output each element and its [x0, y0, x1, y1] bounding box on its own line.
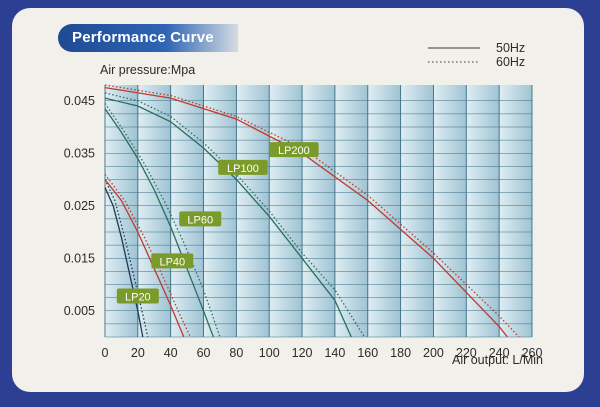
series-labels: LP20 LP40 LP60 LP100 LP200	[116, 142, 319, 304]
plot-background	[105, 85, 532, 337]
series-badge	[269, 142, 319, 158]
legend-label: 60Hz	[496, 55, 525, 69]
plot-stripe	[466, 85, 500, 337]
curve-lp20-dotted	[104, 179, 149, 338]
curve-lp60-solid	[104, 108, 215, 338]
x-tick-label: 20	[131, 346, 145, 360]
y-tick-label: 0.005	[64, 304, 95, 318]
x-axis-label: Air output: L/Min	[452, 353, 543, 367]
x-tick-label: 100	[259, 346, 280, 360]
x-tick-label: 60	[197, 346, 211, 360]
plot-stripe	[367, 85, 401, 337]
plot-stripe	[269, 85, 303, 337]
x-tick-label: 40	[164, 346, 178, 360]
plot-stripe	[203, 85, 237, 337]
plot-stripe	[302, 85, 335, 337]
x-tick-label: 180	[390, 346, 411, 360]
x-tick-label: 80	[229, 346, 243, 360]
series-badge	[218, 159, 268, 175]
series-badge	[116, 288, 159, 304]
series-label: LP100	[227, 163, 259, 175]
plot-stripe	[334, 85, 368, 337]
curve-lp60-dotted	[104, 103, 221, 338]
series-label: LP40	[159, 256, 185, 268]
x-tick-label: 260	[522, 346, 543, 360]
curve-lp40-dotted	[104, 173, 191, 338]
series-label: LP200	[278, 145, 310, 157]
chart-title: Performance Curve	[72, 29, 214, 46]
y-tick-label: 0.025	[64, 199, 95, 213]
plot-stripe	[499, 85, 532, 337]
x-tick-label: 120	[292, 346, 313, 360]
x-tick-label: 140	[324, 346, 345, 360]
title-tab	[58, 24, 238, 52]
x-tick-label: 240	[489, 346, 510, 360]
series-label: LP60	[187, 214, 213, 226]
grid-lines	[104, 85, 533, 338]
y-tick-label: 0.015	[64, 251, 95, 265]
x-tick-label: 160	[357, 346, 378, 360]
y-axis-label: Air pressure:Mpa	[100, 63, 195, 77]
curve-lp200-solid	[104, 86, 508, 338]
x-tick-label: 200	[423, 346, 444, 360]
axes: 0 20 40 60 80 100 120 140 160 180 200 220 240 260 0.04…	[64, 94, 543, 360]
plot-stripe	[400, 85, 434, 337]
series-badge	[151, 253, 194, 269]
legend-label: 50Hz	[496, 41, 525, 55]
y-tick-label: 0.035	[64, 146, 95, 160]
curve-lp200-dotted	[104, 84, 520, 338]
curves	[104, 84, 520, 338]
y-tick-label: 0.045	[64, 94, 95, 108]
curve-lp40-solid	[104, 179, 185, 338]
plot-stripe	[433, 85, 467, 337]
x-tick-label: 0	[102, 346, 109, 360]
x-tick-label: 220	[456, 346, 477, 360]
series-label: LP20	[125, 292, 151, 304]
curve-lp20-solid	[104, 187, 144, 338]
series-badge	[179, 211, 222, 227]
curve-lp100-dotted	[104, 92, 366, 338]
curve-lp100-solid	[104, 97, 352, 338]
